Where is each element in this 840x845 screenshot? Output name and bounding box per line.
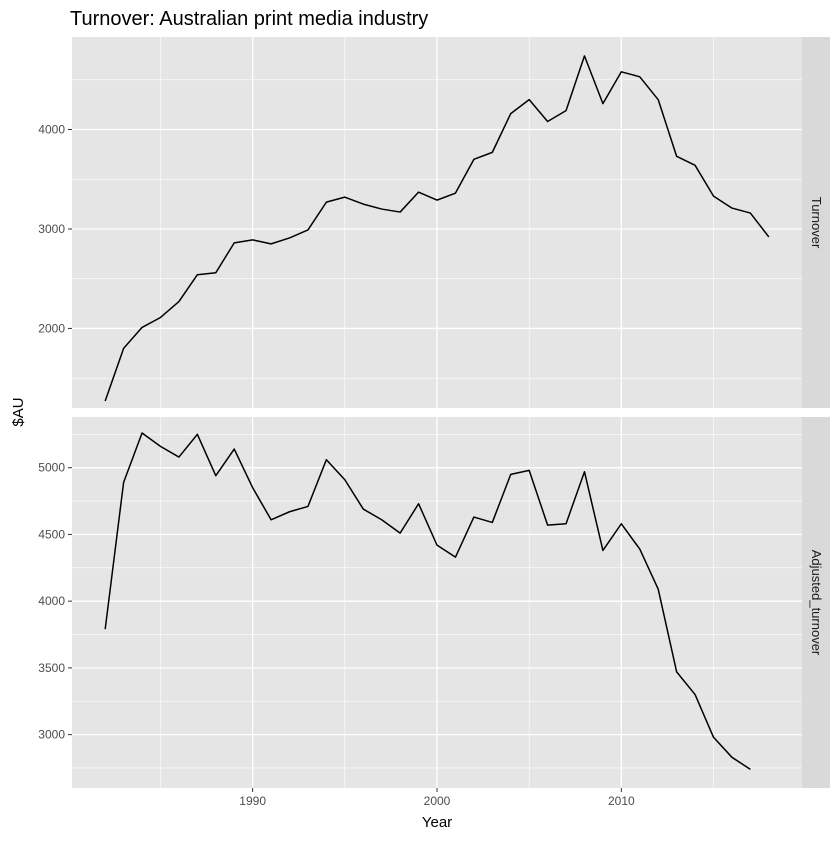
y-tick-label: 5000 — [38, 461, 65, 475]
y-axis-title: $AU — [10, 397, 27, 426]
facet-strip-label: Turnover — [809, 197, 824, 249]
x-axis-title: Year — [422, 814, 452, 831]
x-axis: 1990 2000 2010 — [239, 788, 635, 808]
facet-strip — [802, 417, 830, 788]
facet-strip — [802, 37, 830, 408]
series-line — [104, 432, 751, 770]
y-tick-label: 3000 — [38, 222, 65, 236]
y-tick-label: 4000 — [38, 594, 65, 608]
y-tick-label: 4500 — [38, 527, 65, 541]
x-tick-label: 2010 — [608, 794, 635, 808]
y-tick-label: 3500 — [38, 661, 65, 675]
x-tick-label: 2000 — [424, 794, 451, 808]
x-tick-label: 1990 — [239, 794, 266, 808]
y-tick-label: 2000 — [38, 321, 65, 335]
series-line — [104, 55, 770, 402]
y-tick-label: 3000 — [38, 728, 65, 742]
chart-title: Turnover: Australian print media industr… — [70, 8, 428, 30]
y-tick-label: 4000 — [38, 123, 65, 137]
facet-turnover: 2000 3000 4000 Turnover — [38, 37, 830, 408]
facets: 2000 3000 4000 Turnover 3000 3500 4000 4500 5000… — [38, 37, 830, 788]
facet-adjusted-turnover: 3000 3500 4000 4500 5000 Adjusted_turnover — [38, 417, 830, 788]
facet-strip-label: Adjusted_turnover — [809, 550, 824, 656]
